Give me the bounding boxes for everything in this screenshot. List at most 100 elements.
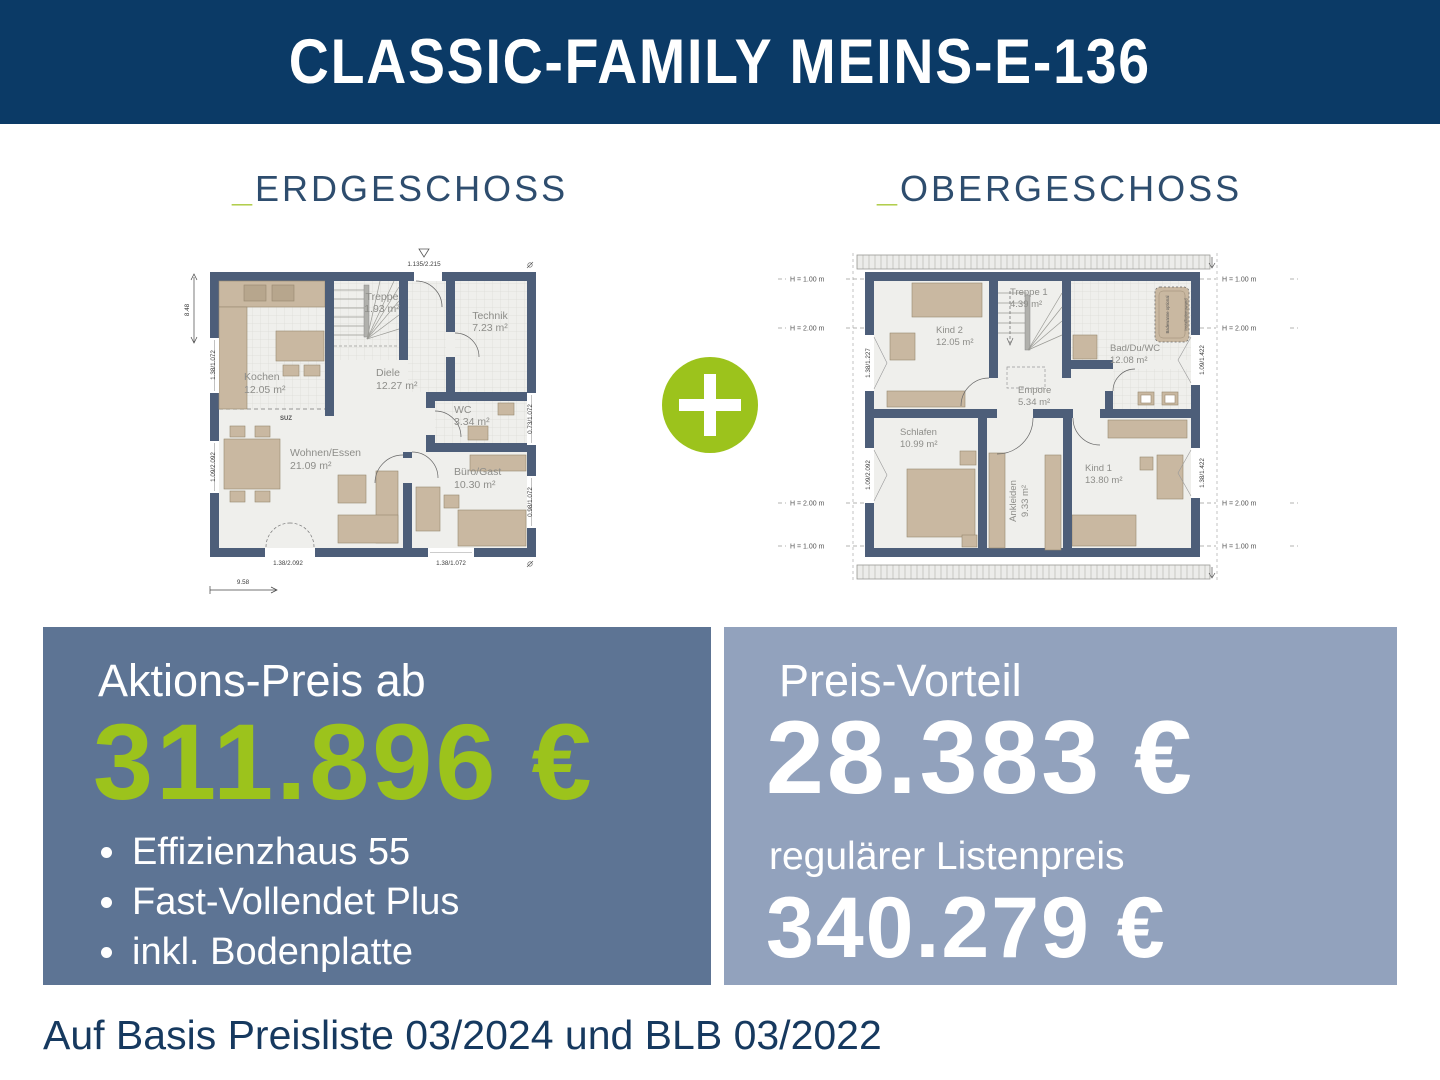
bullet-dot [101, 946, 112, 958]
room-label-wohnen: Wohnen/Essen [290, 447, 361, 459]
dim-window: 0.98/1.072 [527, 487, 534, 517]
dim-width: 9.58 [237, 579, 250, 586]
room-label-treppe1: Treppe 1 [1010, 287, 1048, 298]
kid2-door-arc [960, 377, 990, 407]
nightstand [959, 450, 977, 466]
room-area-wohnen: 21.09 m² [290, 460, 332, 472]
wardrobe [1044, 454, 1062, 551]
dim-window: 1.09/1.422 [1199, 345, 1206, 375]
window [1191, 448, 1200, 498]
bath-sink-basin [1164, 394, 1176, 404]
green-underscore: _ [232, 168, 256, 209]
bullet-dot [101, 846, 112, 858]
og-inner-walls [865, 272, 1200, 557]
kitchen-island [275, 330, 325, 362]
bathtub-label: Badewanne optional [1165, 295, 1170, 333]
advantage-savings: 28.383 € [766, 700, 1195, 816]
room-area-treppe1: 4.39 m² [1010, 299, 1042, 310]
height-label: H = 1.00 m [790, 544, 825, 551]
kid2-bed [911, 282, 983, 318]
og-room-labels: Treppe 1 4.39 m² Kind 2 12.05 m² Bad/Du/… [900, 287, 1160, 522]
height-label: H = 2.00 m [1222, 326, 1257, 333]
guest-bed [457, 509, 527, 547]
height-label: H = 1.00 m [1222, 277, 1257, 284]
dim-window: 1.38/1.072 [436, 560, 466, 567]
dim-window: 1.38/1.422 [1199, 458, 1206, 488]
suz-label: SUZ [280, 416, 292, 422]
room-label-ankleiden: Ankleiden [1008, 480, 1019, 522]
chair [443, 494, 460, 509]
empore-dashed-area [1006, 366, 1046, 389]
room-label-wc: WC [454, 404, 472, 416]
room-label-bad: Bad/Du/WC [1110, 343, 1160, 354]
kitchen-stove [271, 284, 295, 302]
height-label: H = 2.00 m [1222, 501, 1257, 508]
window [1191, 335, 1200, 385]
room-label-empore: Empore [1018, 385, 1051, 396]
room-label-kind2: Kind 2 [936, 325, 963, 336]
shower [1072, 334, 1098, 360]
dim-entrance: 1.135/2.215 [407, 261, 441, 268]
entrance-door-gap [414, 272, 442, 281]
room-label-buero: Büro/Gast [454, 466, 501, 478]
living-door-arc [374, 454, 404, 484]
kid2-shelf [886, 390, 966, 408]
install-wall-label: Installationswand [1184, 298, 1189, 331]
wardrobe [988, 452, 1006, 549]
chair [229, 425, 246, 438]
dim-window: 1.38/1.227 [865, 348, 872, 378]
offer-bullets: Effizienzhaus 55 Fast-Vollendet Plus ink… [101, 827, 459, 977]
og-furniture [886, 282, 1188, 551]
bullet-text: Fast-Vollendet Plus [132, 881, 460, 923]
green-underscore: _ [877, 168, 901, 209]
sofa [337, 514, 399, 544]
bullet-text: inkl. Bodenplatte [132, 931, 413, 973]
roof-height-labels: H = 1.00 m H = 2.00 m H = 2.00 m H = 1.0… [790, 277, 1257, 551]
dim-window: 1.38/1.072 [210, 350, 217, 380]
room-area-kind2: 12.05 m² [936, 337, 974, 348]
page-title: CLASSIC-FAMILY MEINS-E-136 [288, 27, 1152, 97]
eg-inner-walls [325, 272, 536, 557]
level-marker [527, 561, 533, 567]
room-area-bad: 12.08 m² [1110, 355, 1148, 366]
master-bed [906, 468, 976, 538]
chair [282, 364, 300, 377]
ankleiden-door-arc [996, 417, 1034, 455]
eg-stairs [334, 280, 400, 347]
eg-dimensions: 1.135/2.215 8.48 9.58 1.38/1.072 1.09/2.… [184, 248, 534, 594]
roof-eave-top [856, 254, 1211, 270]
room-label-kind1: Kind 1 [1085, 463, 1112, 474]
chair [254, 425, 271, 438]
plus-icon [662, 357, 758, 453]
kid1-bed [1156, 454, 1184, 500]
entrance-door-arc [415, 280, 443, 308]
room-area-kind1: 13.80 m² [1085, 475, 1123, 486]
kid2-dresser [889, 332, 916, 361]
office-door-arc [411, 451, 439, 479]
dim-depth: 8.48 [184, 303, 191, 316]
eg-room-labels: Treppe 1.93 m² Technik 7.23 m² Kochen 12… [244, 291, 509, 491]
room-area-technik: 7.23 m² [472, 322, 508, 334]
dim-window: 1.09/2.092 [210, 452, 217, 482]
room-label-diele: Diele [376, 367, 400, 379]
kid1-table [1139, 456, 1154, 471]
room-label-technik: Technik [472, 310, 508, 322]
height-label: H = 1.00 m [790, 277, 825, 284]
technik-door-arc [454, 332, 480, 358]
wc-door-arc [434, 410, 462, 438]
shelf [469, 454, 527, 472]
offer-price: 311.896 € [93, 701, 595, 822]
eg-windows-doors [210, 272, 536, 557]
erdgeschoss-floorplan: Treppe 1.93 m² Technik 7.23 m² Kochen 12… [184, 248, 536, 594]
list-price: 340.279 € [766, 880, 1167, 976]
list-price-label: regulärer Listenpreis [769, 835, 1125, 878]
plus-icon-bar [704, 374, 716, 436]
bullet-item: Effizienzhaus 55 [101, 827, 459, 877]
kid1-desk [1071, 514, 1137, 547]
room-area-empore: 5.34 m² [1018, 397, 1050, 408]
side-table [337, 474, 367, 504]
offer-title: Aktions-Preis ab [98, 655, 426, 706]
offer-box: Aktions-Preis ab 311.896 € Effizienzhaus… [43, 627, 711, 985]
erdgeschoss-label-text: ERDGESCHOSS [255, 168, 569, 209]
kitchen-counter-side [218, 306, 248, 410]
